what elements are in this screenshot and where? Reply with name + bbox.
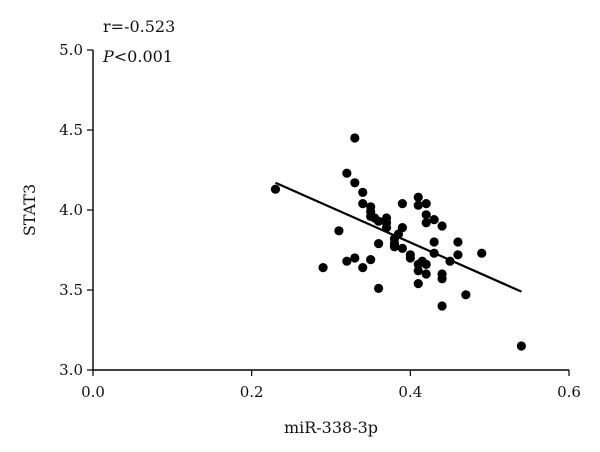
x-tick-label: 0.2 — [240, 383, 264, 401]
y-tick-label: 4.5 — [59, 121, 83, 139]
data-point — [350, 178, 360, 188]
p-value-text: <0.001 — [114, 47, 173, 66]
y-tick-label: 3.0 — [59, 361, 83, 379]
data-point — [397, 223, 407, 233]
data-point — [413, 279, 423, 289]
data-point — [421, 269, 431, 279]
data-point — [397, 199, 407, 209]
data-point — [437, 221, 447, 231]
data-point — [350, 133, 360, 143]
data-point — [421, 218, 431, 228]
trendline-group — [275, 181, 522, 293]
trendline — [275, 181, 522, 293]
data-point — [358, 199, 368, 209]
data-point — [350, 253, 360, 263]
data-point — [413, 266, 423, 276]
data-point — [397, 243, 407, 253]
x-tick-label: 0.0 — [81, 383, 105, 401]
data-point — [374, 239, 384, 249]
x-tick-label: 0.4 — [398, 383, 422, 401]
p-value-annotation: P<0.001 — [102, 47, 173, 66]
y-axis-title: STAT3 — [20, 184, 39, 236]
data-points — [270, 133, 527, 351]
data-point — [516, 341, 527, 351]
y-tick-label: 3.5 — [59, 281, 83, 299]
data-point — [429, 237, 439, 247]
data-point — [389, 242, 400, 252]
x-axis-title: miR-338-3p — [284, 418, 378, 437]
data-point — [405, 253, 415, 263]
data-point — [358, 187, 368, 197]
data-point — [413, 200, 423, 210]
data-point — [453, 237, 463, 247]
data-point — [342, 256, 352, 266]
data-point — [429, 215, 439, 225]
p-value-symbol: P — [102, 47, 114, 66]
data-point — [477, 248, 487, 258]
data-point — [334, 226, 344, 236]
x-tick-label: 0.6 — [557, 383, 581, 401]
data-point — [437, 301, 447, 311]
data-point — [461, 290, 471, 300]
data-point — [374, 216, 384, 226]
x-ticks: 0.0 0.2 0.4 0.6 — [81, 370, 581, 401]
data-point — [358, 263, 368, 273]
data-point — [421, 259, 431, 269]
data-point — [374, 283, 384, 293]
data-point — [318, 263, 328, 273]
axes — [92, 50, 569, 371]
correlation-annotation: r=-0.523 — [103, 17, 175, 36]
data-point — [270, 184, 281, 194]
y-ticks: 3.0 3.5 4.0 4.5 5.0 — [59, 41, 93, 379]
data-point — [413, 192, 423, 202]
y-tick-label: 4.0 — [59, 201, 83, 219]
data-point — [366, 255, 376, 265]
data-point — [342, 168, 352, 178]
data-point — [421, 199, 431, 209]
y-tick-label: 5.0 — [59, 41, 83, 59]
data-point — [437, 274, 447, 284]
data-point — [421, 210, 431, 220]
data-point — [453, 250, 463, 260]
